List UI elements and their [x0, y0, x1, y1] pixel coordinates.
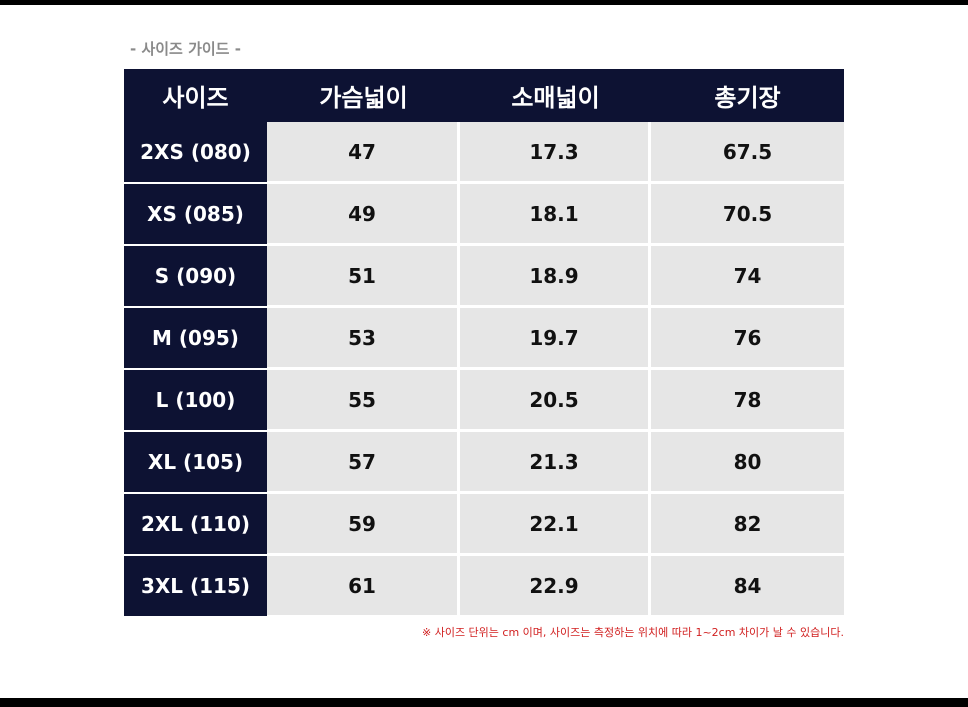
- table-cell: 80: [651, 432, 847, 494]
- bottom-bar: [0, 698, 968, 707]
- table-cell: 18.9: [460, 246, 651, 308]
- table-cell: 55: [267, 370, 460, 432]
- table-cell: 47: [267, 122, 460, 184]
- table-cell: 21.3: [460, 432, 651, 494]
- table-cell: 17.3: [460, 122, 651, 184]
- table-cell: 22.1: [460, 494, 651, 556]
- column-header: 가슴넓이: [267, 69, 460, 122]
- row-header: M (095): [124, 308, 267, 370]
- table-cell: 57: [267, 432, 460, 494]
- table-cell: 82: [651, 494, 847, 556]
- row-header: 3XL (115): [124, 556, 267, 618]
- row-header: 2XS (080): [124, 122, 267, 184]
- table-cell: 78: [651, 370, 847, 432]
- table-cell: 84: [651, 556, 847, 618]
- note: ※ 사이즈 단위는 cm 이며, 사이즈는 측정하는 위치에 따라 1~2cm …: [421, 626, 844, 639]
- table-cell: 67.5: [651, 122, 847, 184]
- table-cell: 53: [267, 308, 460, 370]
- title: - 사이즈 가이드 -: [130, 40, 241, 58]
- row-header: 2XL (110): [124, 494, 267, 556]
- table-cell: 49: [267, 184, 460, 246]
- table-cell: 61: [267, 556, 460, 618]
- table-cell: 20.5: [460, 370, 651, 432]
- table-cell: 70.5: [651, 184, 847, 246]
- top-bar: [0, 0, 968, 5]
- table-cell: 74: [651, 246, 847, 308]
- table-cell: 18.1: [460, 184, 651, 246]
- row-header: XS (085): [124, 184, 267, 246]
- table-cell: 51: [267, 246, 460, 308]
- row-header: XL (105): [124, 432, 267, 494]
- table-cell: 19.7: [460, 308, 651, 370]
- column-header: 소매넓이: [460, 69, 651, 122]
- table-cell: 76: [651, 308, 847, 370]
- table-cell: 22.9: [460, 556, 651, 618]
- row-header: L (100): [124, 370, 267, 432]
- column-header: 사이즈: [124, 69, 267, 122]
- table-cell: 59: [267, 494, 460, 556]
- row-header: S (090): [124, 246, 267, 308]
- column-header: 총기장: [651, 69, 844, 122]
